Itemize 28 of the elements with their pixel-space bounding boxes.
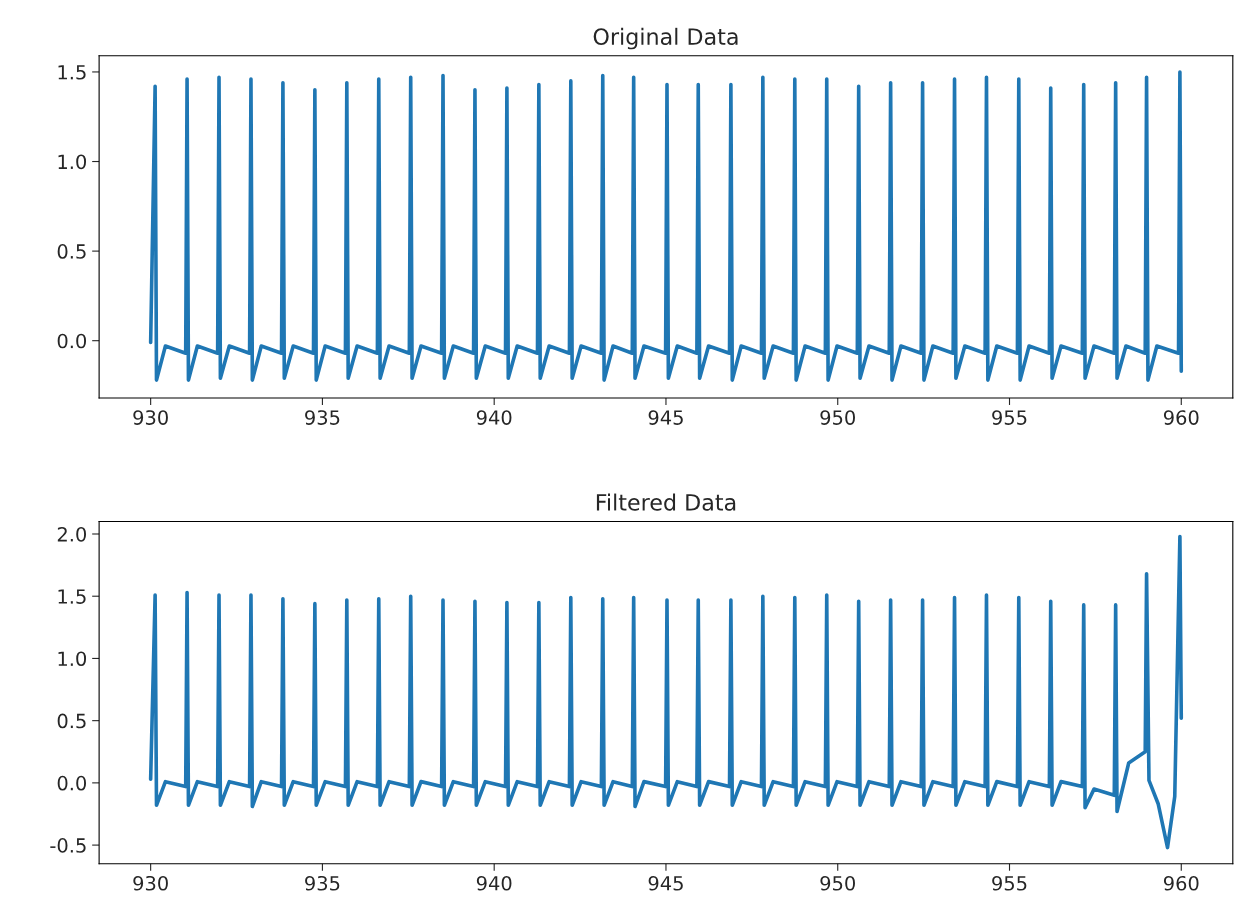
line-series bbox=[148, 70, 1184, 382]
x-tick-label: 960 bbox=[1163, 410, 1199, 425]
x-tick-label: 930 bbox=[133, 410, 168, 425]
y-tick-label: 1.0 bbox=[58, 154, 87, 170]
x-tick-label: 955 bbox=[992, 410, 1027, 425]
x-tick-label: 950 bbox=[820, 410, 855, 425]
x-tick-label: 935 bbox=[305, 875, 340, 891]
chart-title: Original Data bbox=[593, 27, 738, 50]
x-tick-label: 955 bbox=[992, 875, 1027, 891]
x-tick-label: 940 bbox=[476, 875, 512, 891]
y-tick-label: 1.5 bbox=[58, 589, 86, 604]
x-tick-label: 950 bbox=[820, 875, 855, 891]
y-tick-label: 1.5 bbox=[58, 65, 86, 80]
y-tick-label: 0.5 bbox=[57, 244, 86, 259]
x-tick-label: 945 bbox=[648, 410, 683, 425]
x-tick-label: 935 bbox=[305, 410, 340, 425]
x-tick-label: 960 bbox=[1163, 875, 1199, 891]
x-tick-label: 945 bbox=[648, 875, 683, 891]
y-tick-label: 0.0 bbox=[57, 333, 87, 349]
y-tick-label: 1.0 bbox=[58, 651, 87, 667]
line-series bbox=[148, 534, 1184, 850]
y-tick-label: -0.5 bbox=[50, 838, 86, 853]
x-tick-label: 940 bbox=[476, 410, 512, 425]
y-tick-label: 2.0 bbox=[57, 526, 87, 542]
y-tick-label: 0.5 bbox=[57, 713, 86, 729]
x-tick-label: 930 bbox=[133, 875, 168, 891]
chart-title: Filtered Data bbox=[596, 493, 736, 511]
y-tick-label: 0.0 bbox=[57, 775, 87, 791]
